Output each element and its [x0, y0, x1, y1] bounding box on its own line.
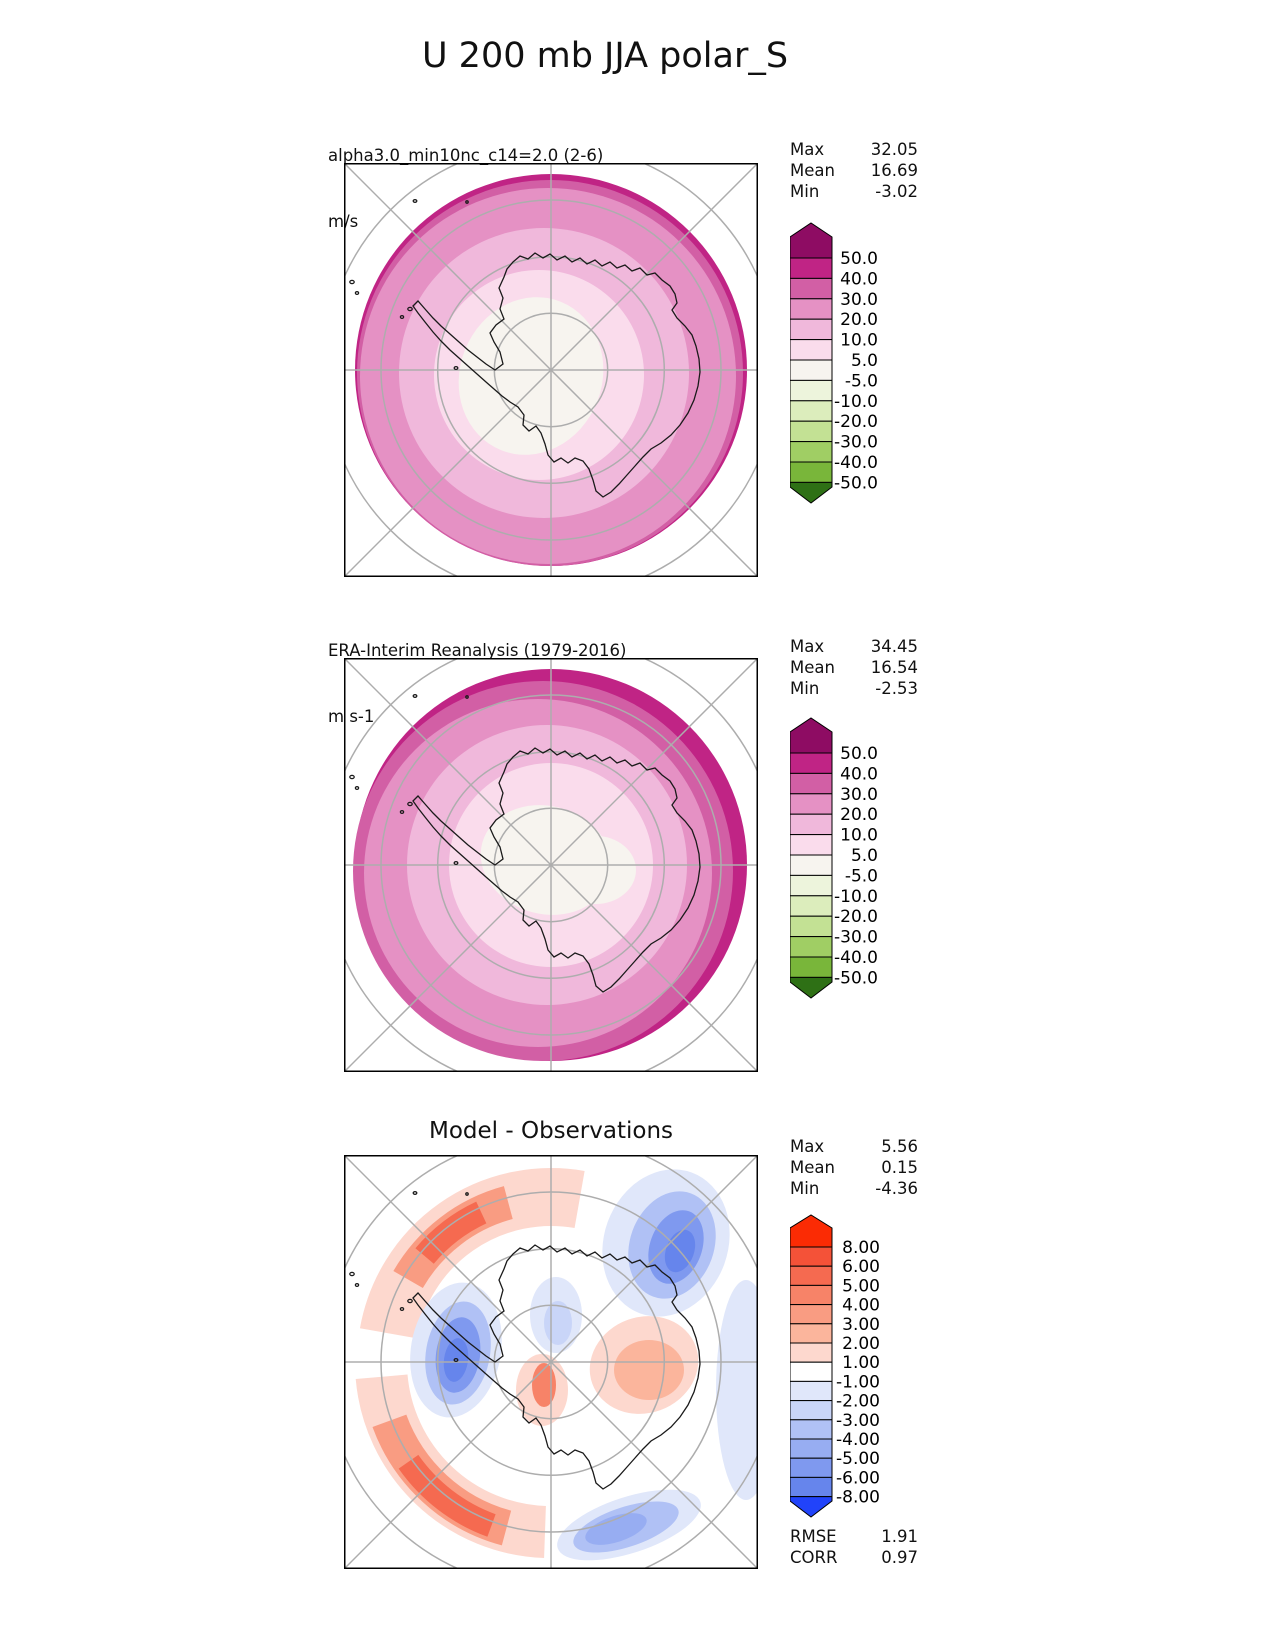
svg-text:50.0: 50.0	[840, 744, 878, 764]
svg-text:1.00: 1.00	[842, 1353, 880, 1373]
map-observations	[344, 658, 758, 1072]
panel3-title: Model - Observations	[428, 1118, 673, 1144]
stat-row: Max 32.05	[790, 140, 918, 159]
colorbar-tick-labels: 50.0 40.0 30.0 20.0 10.0 5.0 -5.0 -10.0 …	[834, 249, 878, 493]
page-title: U 200 mb JJA polar_S	[421, 36, 789, 76]
svg-text:-40.0: -40.0	[834, 948, 878, 968]
colorbar-pink-green-1: 50.0 40.0 30.0 20.0 10.0 5.0 -5.0 -10.0 …	[790, 222, 878, 504]
panel2-title: ERA-Interim Reanalysis (1979-2016)	[328, 641, 627, 660]
svg-text:40.0: 40.0	[840, 764, 878, 784]
svg-text:20.0: 20.0	[840, 805, 878, 825]
panel1-title: alpha3.0_min10nc_c14=2.0 (2-6)	[328, 146, 604, 165]
svg-text:4.00: 4.00	[842, 1296, 880, 1316]
svg-text:40.0: 40.0	[840, 269, 878, 289]
svg-text:-3.00: -3.00	[836, 1411, 880, 1431]
stat-row: Mean 0.15	[790, 1158, 918, 1177]
svg-text:-50.0: -50.0	[834, 968, 878, 988]
svg-text:30.0: 30.0	[840, 290, 878, 310]
stat-row: Min -4.36	[790, 1179, 918, 1198]
panel2-units: m s-1	[328, 707, 375, 726]
svg-text:-30.0: -30.0	[834, 433, 878, 453]
svg-text:10.0: 10.0	[840, 331, 878, 351]
map-frame	[344, 658, 758, 1072]
stat-row: Min -2.53	[790, 679, 918, 698]
stat-row: Mean 16.69	[790, 161, 918, 180]
map-model	[344, 163, 758, 577]
svg-text:20.0: 20.0	[840, 310, 878, 330]
svg-text:2.00: 2.00	[842, 1334, 880, 1354]
colorbar-red-blue: 8.00 6.00 5.00 4.00 3.00 2.00 1.00 -1.00…	[790, 1214, 880, 1518]
svg-text:5.0: 5.0	[851, 351, 878, 371]
panel1-subtitle: alpha3.0_min10nc_c14=2.0 (2-6) m/s	[328, 101, 603, 277]
panel1-units: m/s	[328, 212, 359, 231]
panel2-subtitle: ERA-Interim Reanalysis (1979-2016) m s-1	[328, 596, 626, 772]
map-frame	[344, 1155, 758, 1569]
svg-text:-20.0: -20.0	[834, 907, 878, 927]
panel3-stats: Max 5.56 Mean 0.15 Min -4.36	[790, 1136, 918, 1199]
panel3-skill: RMSE 1.91 CORR 0.97	[790, 1526, 918, 1568]
svg-text:-5.00: -5.00	[836, 1449, 880, 1469]
svg-text:50.0: 50.0	[840, 249, 878, 269]
polar-grid	[344, 163, 758, 577]
svg-text:5.0: 5.0	[851, 846, 878, 866]
svg-text:8.00: 8.00	[842, 1238, 880, 1258]
map-difference	[344, 1155, 758, 1569]
map-frame	[344, 163, 758, 577]
svg-text:-1.00: -1.00	[836, 1372, 880, 1392]
svg-text:-5.0: -5.0	[845, 866, 878, 886]
svg-text:3.00: 3.00	[842, 1315, 880, 1335]
svg-text:10.0: 10.0	[840, 826, 878, 846]
svg-text:-10.0: -10.0	[834, 887, 878, 907]
stat-row: Max 34.45	[790, 637, 918, 656]
svg-text:30.0: 30.0	[840, 785, 878, 805]
svg-text:-10.0: -10.0	[834, 392, 878, 412]
svg-text:-40.0: -40.0	[834, 453, 878, 473]
polar-grid	[344, 658, 758, 1072]
svg-text:6.00: 6.00	[842, 1257, 880, 1277]
svg-text:-5.0: -5.0	[845, 371, 878, 391]
panel2-stats: Max 34.45 Mean 16.54 Min -2.53	[790, 636, 918, 699]
svg-text:5.00: 5.00	[842, 1276, 880, 1296]
map-difference-field	[344, 1155, 758, 1569]
stat-row: Min -3.02	[790, 182, 918, 201]
stat-row: CORR 0.97	[790, 1548, 918, 1567]
panel1-stats: Max 32.05 Mean 16.69 Min -3.02	[790, 139, 918, 202]
svg-text:-20.0: -20.0	[834, 412, 878, 432]
polar-grid	[344, 1155, 758, 1569]
colorbar-tick-labels: 50.0 40.0 30.0 20.0 10.0 5.0 -5.0 -10.0 …	[834, 744, 878, 988]
map-observations-field	[344, 658, 758, 1072]
svg-text:-6.00: -6.00	[836, 1468, 880, 1488]
stat-row: Mean 16.54	[790, 658, 918, 677]
svg-text:-2.00: -2.00	[836, 1392, 880, 1412]
colorbar-tick-labels: 8.00 6.00 5.00 4.00 3.00 2.00 1.00 -1.00…	[836, 1238, 880, 1508]
svg-text:-30.0: -30.0	[834, 928, 878, 948]
svg-text:-4.00: -4.00	[836, 1430, 880, 1450]
map-model-field	[344, 163, 758, 577]
stat-row: RMSE 1.91	[790, 1527, 918, 1546]
svg-text:-50.0: -50.0	[834, 473, 878, 493]
stat-row: Max 5.56	[790, 1137, 918, 1156]
colorbar-pink-green-2: 50.0 40.0 30.0 20.0 10.0 5.0 -5.0 -10.0 …	[790, 717, 878, 999]
svg-text:-8.00: -8.00	[836, 1488, 880, 1508]
